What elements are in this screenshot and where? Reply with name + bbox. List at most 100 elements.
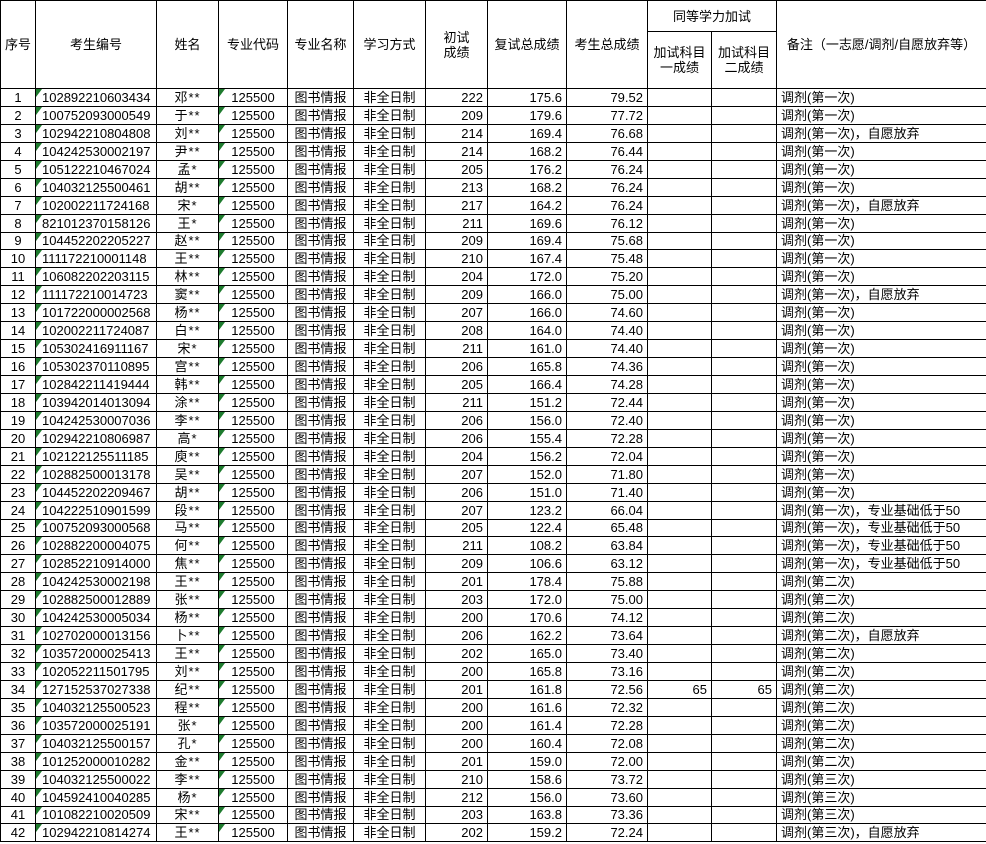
table-body: 1 102892210603434 邓** 125500 图书情报 非全日制 2… [0, 88, 986, 843]
cell-total-score: 75.00 [566, 590, 648, 610]
cell-candidate-id: 104592410040285 [35, 787, 157, 807]
cell-study-mode: 非全日制 [353, 769, 426, 789]
cell-initial-score: 206 [425, 410, 488, 430]
header-extra-subject1-score: 加试科目 一成绩 [647, 31, 712, 89]
cell-candidate-id: 105122210467024 [35, 159, 157, 179]
major-code-value: 125500 [231, 341, 275, 357]
table-row: 14 102002211724087 白** 125500 图书情报 非全日制 … [0, 321, 986, 341]
major-code-value: 125500 [231, 376, 275, 392]
cell-no: 24 [0, 500, 36, 520]
major-code-value: 125500 [231, 520, 275, 536]
cell-retest-score: 122.4 [487, 518, 567, 538]
cell-retest-score: 158.6 [487, 769, 567, 789]
number-as-text-indicator-icon [36, 89, 42, 97]
candidate-id-value: 102122125511185 [42, 448, 149, 464]
cell-major-name: 图书情报 [287, 518, 354, 538]
cell-extra-subject1-score [647, 141, 712, 161]
number-as-text-indicator-icon [36, 107, 42, 115]
cell-extra-subject2-score [710, 662, 778, 681]
cell-retest-score: 152.0 [487, 464, 567, 484]
cell-initial-score: 214 [425, 141, 488, 161]
cell-no: 35 [0, 697, 36, 717]
cell-remark: 调剂(第二次) [776, 733, 986, 753]
cell-no: 29 [0, 590, 36, 610]
major-code-value: 125500 [231, 305, 275, 321]
major-code-value: 125500 [231, 215, 275, 231]
cell-major-name: 图书情报 [287, 375, 354, 394]
number-as-text-indicator-icon [219, 143, 225, 151]
cell-study-mode: 非全日制 [353, 464, 426, 484]
number-as-text-indicator-icon [219, 753, 225, 761]
number-as-text-indicator-icon [36, 232, 42, 241]
cell-major-code: 125500 [218, 662, 288, 681]
cell-study-mode: 非全日制 [353, 392, 426, 412]
number-as-text-indicator-icon [219, 304, 225, 313]
cell-remark: 调剂(第二次) [776, 751, 986, 771]
cell-extra-subject1-score [647, 267, 712, 287]
cell-extra-subject1-score [647, 500, 712, 520]
cell-remark: 调剂(第一次)，自愿放弃 [776, 123, 986, 143]
cell-major-code: 125500 [218, 285, 288, 305]
cell-remark: 调剂(第二次) [776, 715, 986, 735]
number-as-text-indicator-icon [219, 735, 225, 743]
cell-name: 高* [156, 428, 219, 448]
major-code-value: 125500 [231, 807, 275, 823]
cell-major-name: 图书情报 [287, 787, 354, 807]
candidate-id-value: 104242530005034 [42, 610, 151, 626]
cell-remark: 调剂(第一次) [776, 375, 986, 394]
cell-remark: 调剂(第一次) [776, 464, 986, 484]
cell-total-score: 71.80 [566, 464, 648, 484]
major-code-value: 125500 [231, 107, 275, 123]
cell-major-name: 图书情报 [287, 823, 354, 843]
cell-retest-score: 169.4 [487, 231, 567, 251]
cell-study-mode: 非全日制 [353, 662, 426, 681]
cell-initial-score: 204 [425, 446, 488, 466]
table-row: 17 102842211419444 韩** 125500 图书情报 非全日制 … [0, 375, 986, 394]
cell-extra-subject2-score [710, 805, 778, 825]
number-as-text-indicator-icon [219, 89, 225, 97]
cell-initial-score: 212 [425, 787, 488, 807]
cell-candidate-id: 111172210001148 [35, 249, 157, 269]
number-as-text-indicator-icon [219, 555, 225, 564]
candidate-id-value: 111172210001148 [42, 251, 147, 267]
cell-major-code: 125500 [218, 357, 288, 376]
cell-retest-score: 170.6 [487, 608, 567, 628]
cell-extra-subject2-score [710, 375, 778, 394]
cell-initial-score: 213 [425, 177, 488, 197]
candidate-id-value: 102002211724168 [42, 197, 150, 213]
cell-study-mode: 非全日制 [353, 105, 426, 125]
major-code-value: 125500 [231, 735, 275, 751]
major-code-value: 125500 [231, 412, 275, 428]
cell-total-score: 72.08 [566, 733, 648, 753]
cell-retest-score: 165.8 [487, 662, 567, 681]
major-code-value: 125500 [231, 179, 275, 195]
cell-initial-score: 207 [425, 464, 488, 484]
number-as-text-indicator-icon [36, 735, 42, 743]
cell-no: 31 [0, 626, 36, 646]
cell-candidate-id: 102942210806987 [35, 428, 157, 448]
cell-total-score: 77.72 [566, 105, 648, 125]
cell-name: 刘** [156, 123, 219, 143]
candidate-id-value: 102892210603434 [42, 89, 151, 105]
cell-candidate-id: 127152537027338 [35, 679, 157, 699]
major-code-value: 125500 [231, 197, 275, 213]
cell-candidate-id: 101252000010282 [35, 751, 157, 771]
number-as-text-indicator-icon [219, 340, 225, 349]
cell-name: 王** [156, 249, 219, 269]
cell-extra-subject2-score [710, 787, 778, 807]
cell-major-code: 125500 [218, 518, 288, 538]
number-as-text-indicator-icon [36, 591, 42, 600]
cell-no: 1 [0, 88, 36, 107]
cell-major-code: 125500 [218, 536, 288, 556]
cell-no: 19 [0, 410, 36, 430]
cell-study-mode: 非全日制 [353, 626, 426, 646]
table-row: 10 111172210001148 王** 125500 图书情报 非全日制 … [0, 249, 986, 269]
cell-name: 杨* [156, 787, 219, 807]
cell-extra-subject1-score [647, 572, 712, 592]
cell-total-score: 63.12 [566, 554, 648, 574]
number-as-text-indicator-icon [36, 645, 42, 654]
number-as-text-indicator-icon [219, 573, 225, 582]
cell-extra-subject2-score [710, 141, 778, 161]
cell-total-score: 66.04 [566, 500, 648, 520]
